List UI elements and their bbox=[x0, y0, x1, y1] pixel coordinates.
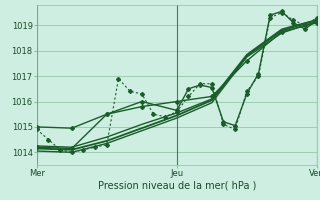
X-axis label: Pression niveau de la mer( hPa ): Pression niveau de la mer( hPa ) bbox=[98, 181, 256, 191]
